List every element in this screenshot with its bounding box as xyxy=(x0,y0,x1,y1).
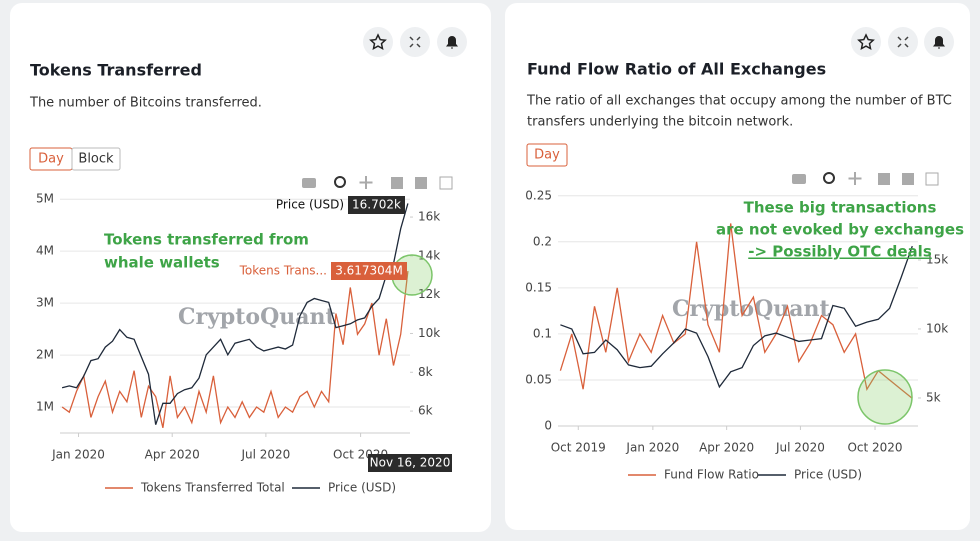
toggle-button[interactable] xyxy=(526,143,568,167)
expand-button[interactable] xyxy=(400,27,430,57)
hover-value: 3.617304M xyxy=(335,264,403,278)
annotation: are not evoked by exchanges xyxy=(716,221,964,239)
y-tick-label: 3M xyxy=(36,296,54,310)
card-description: transfers underlying the bitcoin network… xyxy=(527,115,793,130)
star-icon xyxy=(857,33,875,51)
y-tick-label: 5M xyxy=(36,192,54,206)
watermark: CryptoQuant xyxy=(178,304,337,330)
x-tick-label: Apr 2020 xyxy=(145,448,200,462)
series-line xyxy=(61,203,409,425)
y-tick-label: 4M xyxy=(36,244,54,258)
toggle-label: Day xyxy=(534,148,560,163)
card xyxy=(505,3,970,530)
annotation: Tokens transferred from xyxy=(104,231,309,249)
series-line xyxy=(559,223,913,399)
hover-name: Price (USD) xyxy=(276,198,344,212)
plot-toolbar xyxy=(302,172,939,190)
camera-icon[interactable] xyxy=(302,178,316,188)
y2-tick-label: 10k xyxy=(926,321,948,335)
legend-label: Price (USD) xyxy=(794,468,862,482)
hover-box xyxy=(368,454,452,472)
expand-icon xyxy=(897,36,909,48)
hover-name: Tokens Trans... xyxy=(239,264,327,278)
card-description: The ratio of all exchanges that occupy a… xyxy=(526,94,952,109)
zoom-out-icon[interactable] xyxy=(415,177,427,189)
bell-icon xyxy=(446,36,458,49)
toggle-button[interactable] xyxy=(71,147,121,171)
y-tick-label: 0.15 xyxy=(525,280,552,294)
annotation: -> Possibly OTC deals xyxy=(748,243,932,261)
toggle-label: Day xyxy=(38,152,64,167)
y-tick-label: 0.25 xyxy=(525,188,552,202)
card-description: The number of Bitcoins transferred. xyxy=(29,96,262,111)
zoom-icon[interactable] xyxy=(823,172,835,184)
highlight-circle xyxy=(857,369,913,425)
series-line xyxy=(560,245,913,389)
bell-icon xyxy=(933,36,945,49)
x-tick-label: Jul 2020 xyxy=(775,441,825,455)
reset-icon[interactable] xyxy=(925,172,939,186)
pan-icon[interactable] xyxy=(359,176,373,189)
toggle-label: Block xyxy=(78,152,114,167)
pan-icon[interactable] xyxy=(848,172,862,185)
zoom-in-icon[interactable] xyxy=(878,173,890,185)
y2-tick-label: 8k xyxy=(418,365,433,379)
hover-box xyxy=(331,262,407,280)
card-icons xyxy=(363,27,954,57)
zoom-out-icon[interactable] xyxy=(902,173,914,185)
x-tick-label: Oct 2019 xyxy=(551,441,606,455)
expand-icon xyxy=(409,36,421,48)
y-tick-label: 0.05 xyxy=(525,372,552,386)
annotation: These big transactions xyxy=(744,199,937,217)
y2-tick-label: 5k xyxy=(926,390,941,404)
x-tick-label: Jul 2020 xyxy=(240,448,290,462)
expand-button[interactable] xyxy=(888,27,918,57)
annotation: whale wallets xyxy=(104,254,220,272)
reset-icon[interactable] xyxy=(439,176,453,190)
y2-tick-label: 6k xyxy=(418,404,433,418)
x-tick-label: Jan 2020 xyxy=(625,441,679,455)
legend-label: Fund Flow Ratio xyxy=(664,468,759,482)
legend-label: Tokens Transferred Total xyxy=(140,481,285,495)
card xyxy=(10,3,491,532)
y2-tick-label: 16k xyxy=(418,210,440,224)
y-tick-label: 1M xyxy=(36,400,54,414)
y2-tick-label: 10k xyxy=(418,326,440,340)
y-tick-label: 2M xyxy=(36,348,54,362)
card-title: Fund Flow Ratio of All Exchanges xyxy=(527,60,826,79)
zoom-icon[interactable] xyxy=(334,176,346,188)
hover-value: 16.702k xyxy=(352,198,401,212)
x-tick-label: Apr 2020 xyxy=(699,441,754,455)
x-tick-label: Oct 2020 xyxy=(847,441,902,455)
y-tick-label: 0.2 xyxy=(533,234,552,248)
zoom-in-icon[interactable] xyxy=(391,177,403,189)
y-tick-label: 0.1 xyxy=(533,326,552,340)
hover-label: Nov 16, 2020 xyxy=(370,456,451,470)
y2-tick-label: 15k xyxy=(926,252,948,266)
y-tick-label: 0 xyxy=(544,419,552,433)
star-button[interactable] xyxy=(851,27,881,57)
card-title: Tokens Transferred xyxy=(30,61,202,80)
legend-label: Price (USD) xyxy=(328,481,396,495)
star-icon xyxy=(369,33,387,51)
series-line xyxy=(61,271,409,428)
camera-icon[interactable] xyxy=(792,174,806,184)
hover-box xyxy=(348,196,405,214)
star-button[interactable] xyxy=(363,27,393,57)
x-tick-label: Jan 2020 xyxy=(51,448,105,462)
